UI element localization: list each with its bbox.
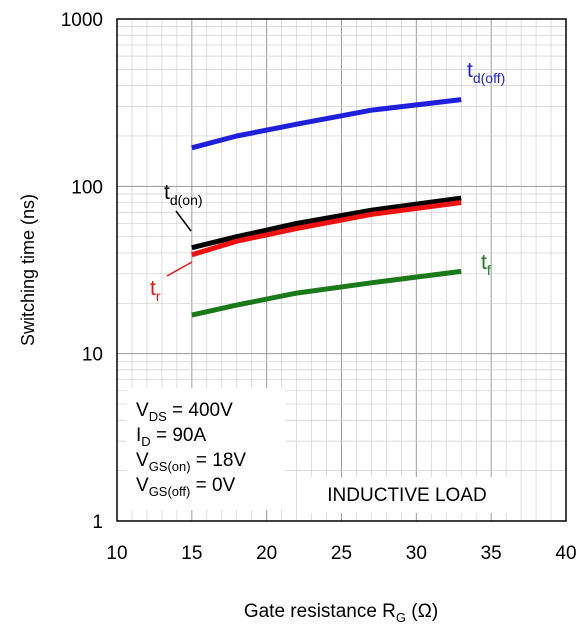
x-tick-label: 35 <box>481 543 502 564</box>
x-tick-label: 15 <box>181 543 202 564</box>
condition-value: = 90A <box>151 425 207 446</box>
series-label-t-r: tr <box>150 277 161 304</box>
series-label-main: t <box>481 251 487 274</box>
condition-line: VGS(on) = 18V <box>136 450 246 474</box>
x-axis-label-main: Gate resistance R <box>244 601 396 622</box>
series-leader-t-d-on- <box>175 210 192 232</box>
series-line-t-d-on- <box>191 195 462 251</box>
y-tick-label: 10 <box>82 345 103 366</box>
condition-symbol: V <box>136 475 149 496</box>
condition-subscript: D <box>141 434 150 449</box>
condition-value: = 0V <box>190 475 235 496</box>
x-tick-label: 20 <box>256 543 277 564</box>
series-label-main: t <box>150 277 156 300</box>
condition-value: = 18V <box>191 450 247 471</box>
condition-symbol: V <box>136 400 149 421</box>
series-line-t-r <box>191 200 462 258</box>
series-label-t-d-on-: td(on) <box>164 181 203 208</box>
series-label-sub: d(off) <box>473 70 505 86</box>
x-axis-label-unit: (Ω) <box>406 601 438 622</box>
plot-frame <box>116 18 567 522</box>
series-line-t-d-off- <box>191 97 462 151</box>
series-label-sub: f <box>487 262 491 278</box>
series-line-t-f <box>191 268 462 318</box>
x-tick-label: 40 <box>555 543 576 564</box>
condition-symbol: I <box>136 425 141 446</box>
x-axis-label: Gate resistance RG (Ω) <box>244 601 438 625</box>
y-axis-label: Switching time (ns) <box>18 194 38 346</box>
condition-value: = 400V <box>167 400 233 421</box>
condition-symbol: V <box>136 450 149 471</box>
condition-line: ID = 90A <box>136 425 206 449</box>
series-label-sub: d(on) <box>170 192 203 208</box>
condition-subscript: DS <box>149 409 167 424</box>
series-label-sub: r <box>156 288 161 304</box>
x-axis-label-sub: G <box>396 610 406 625</box>
x-tick-label: 25 <box>331 543 352 564</box>
series-leader-t-r <box>166 261 193 277</box>
y-tick-label: 1000 <box>61 10 103 31</box>
series-label-t-d-off-: td(off) <box>467 59 505 86</box>
condition-subscript: GS(off) <box>149 484 191 499</box>
series-label-main: t <box>467 59 473 82</box>
annotation-box <box>300 477 514 513</box>
conditions-box <box>127 388 285 510</box>
x-tick-label: 30 <box>406 543 427 564</box>
x-tick-label: 10 <box>106 543 127 564</box>
y-tick-label: 100 <box>71 177 103 198</box>
condition-line: VDS = 400V <box>136 400 233 424</box>
grid <box>117 19 566 521</box>
series-label-t-f: tf <box>481 251 491 278</box>
condition-line: VGS(off) = 0V <box>136 475 236 499</box>
condition-subscript: GS(on) <box>149 459 191 474</box>
annotation-inductive-load: INDUCTIVE LOAD <box>327 485 486 506</box>
series-label-main: t <box>164 181 170 204</box>
y-tick-label: 1 <box>92 512 103 533</box>
